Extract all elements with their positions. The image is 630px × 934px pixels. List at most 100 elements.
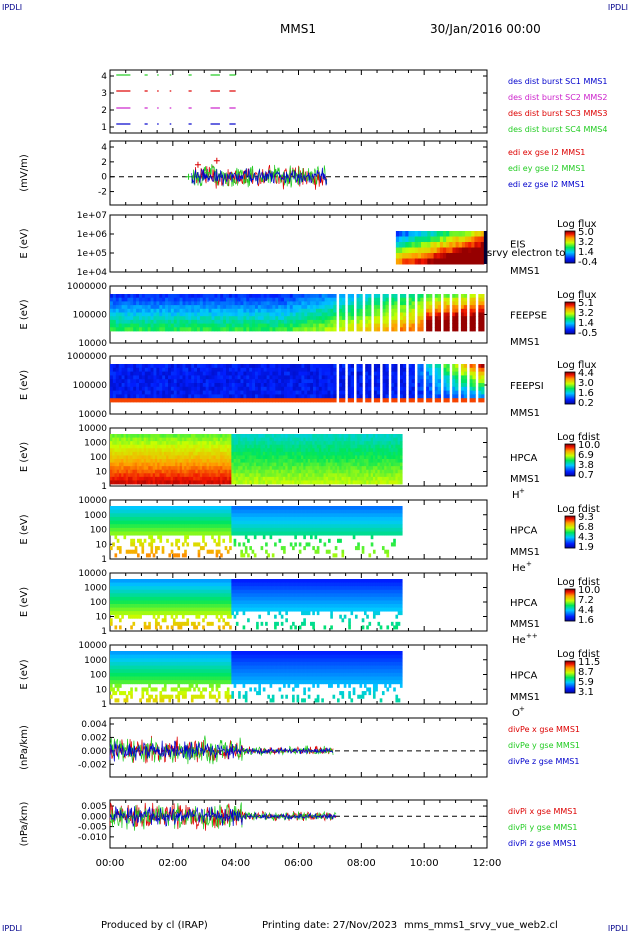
heatmap-cell xyxy=(307,462,311,467)
heatmap-cell xyxy=(321,437,324,442)
heatmap-cell xyxy=(114,527,118,532)
heatmap-cell xyxy=(312,480,315,485)
heatmap-cell xyxy=(313,327,317,332)
heatmap-cell xyxy=(240,327,244,332)
heatmap-cell xyxy=(429,301,433,306)
heatmap-cell xyxy=(286,364,291,369)
heatmap-cell xyxy=(125,516,129,521)
heatmap-cell xyxy=(118,301,122,306)
heatmap-cell xyxy=(345,459,349,463)
heatmap-cell xyxy=(242,434,246,438)
heatmap-cell xyxy=(148,441,151,446)
heatmap-cell xyxy=(199,375,204,380)
heatmap-cell xyxy=(372,455,376,460)
heatmap-cell xyxy=(184,437,187,442)
heatmap-cell xyxy=(455,242,460,248)
heatmap-cell xyxy=(294,455,297,460)
heatmap-cell xyxy=(350,364,354,369)
heatmap-cell xyxy=(363,476,367,481)
heatmap-cell xyxy=(272,383,276,388)
heatmap-cell xyxy=(121,364,125,369)
heatmap-cell xyxy=(315,294,320,299)
heatmap-cell xyxy=(159,459,163,463)
heatmap-cell xyxy=(191,371,195,376)
colorbar-cell xyxy=(565,473,575,475)
colorbar-cell xyxy=(565,306,575,308)
heatmap-cell xyxy=(234,294,238,299)
heatmap-cell xyxy=(205,398,209,403)
heatmap-cell xyxy=(144,327,149,332)
heatmap-cell xyxy=(356,305,360,310)
heatmap-cell xyxy=(446,312,450,317)
heatmap-cell xyxy=(162,367,166,372)
heatmap-cell xyxy=(274,444,277,449)
heatmap-cell xyxy=(304,364,308,369)
heatmap-cell xyxy=(408,231,413,237)
heatmap-cell xyxy=(443,231,447,237)
heatmap-cell xyxy=(240,398,244,403)
heatmap-cell xyxy=(231,308,236,313)
heatmap-cell xyxy=(312,459,315,463)
heatmap-cell xyxy=(161,451,165,456)
heatmap-cell xyxy=(139,327,143,332)
heatmap-cell xyxy=(310,294,314,299)
heatmap-cell xyxy=(199,459,203,463)
colorbar-cell xyxy=(565,259,575,261)
heatmap-cell xyxy=(226,386,230,391)
heatmap-cell xyxy=(190,434,194,438)
heatmap-cell xyxy=(133,312,137,317)
heatmap-cell xyxy=(336,451,340,456)
colorbar-tick-label: 5.1 xyxy=(578,298,594,309)
colorbar-cell xyxy=(565,379,575,381)
heatmap-cell xyxy=(400,364,404,369)
heatmap-cell xyxy=(159,448,163,453)
heatmap-cell xyxy=(112,294,117,299)
colorbar-cell xyxy=(565,463,575,465)
heatmap-cell xyxy=(376,386,381,391)
heatmap-cell xyxy=(472,327,476,332)
heatmap-cell xyxy=(395,451,399,456)
heatmap-cell xyxy=(179,398,183,403)
colorbar-cell xyxy=(565,396,575,398)
heatmap-cell xyxy=(363,441,367,446)
heatmap-cell xyxy=(385,297,389,302)
heatmap-cell xyxy=(217,319,221,324)
heatmap-cell xyxy=(182,379,186,384)
heatmap-cell xyxy=(182,364,186,369)
heatmap-cell xyxy=(481,371,485,376)
legend-entry: des dist burst SC3 MMS3 xyxy=(508,109,607,118)
heatmap-cell xyxy=(312,462,315,467)
heatmap-cell xyxy=(368,476,372,481)
heatmap-cell xyxy=(384,462,387,467)
heatmap-cell xyxy=(263,379,267,384)
heatmap-cell xyxy=(388,473,392,478)
heatmap-cell xyxy=(334,466,338,471)
heatmap-cell xyxy=(312,441,315,446)
heatmap-cell xyxy=(321,319,325,324)
heatmap-cell xyxy=(393,441,396,446)
heatmap-cell xyxy=(446,253,450,259)
heatmap-cell xyxy=(205,379,209,384)
heatmap-cell xyxy=(323,466,327,471)
heatmap-cell xyxy=(414,258,419,265)
heatmap-cell xyxy=(347,327,352,332)
heatmap-cell xyxy=(433,242,438,248)
heatmap-cell xyxy=(269,294,273,299)
heatmap-cell xyxy=(194,308,198,313)
heatmap-cell xyxy=(301,371,305,376)
heatmap-cell xyxy=(123,451,127,456)
heatmap-cell xyxy=(330,473,333,478)
heatmap-cell xyxy=(118,516,122,521)
heatmap-cell xyxy=(217,441,221,446)
heatmap-cell xyxy=(376,297,381,302)
heatmap-cell xyxy=(118,316,122,321)
heatmap-cell xyxy=(385,394,389,399)
heatmap-cell xyxy=(375,448,378,453)
heatmap-cell xyxy=(240,383,244,388)
heatmap-cell xyxy=(136,371,140,376)
heatmap-cell xyxy=(318,367,323,372)
heatmap-cell xyxy=(310,434,313,438)
heatmap-cell xyxy=(390,441,394,446)
heatmap-cell xyxy=(269,323,273,328)
heatmap-cell xyxy=(177,462,181,467)
